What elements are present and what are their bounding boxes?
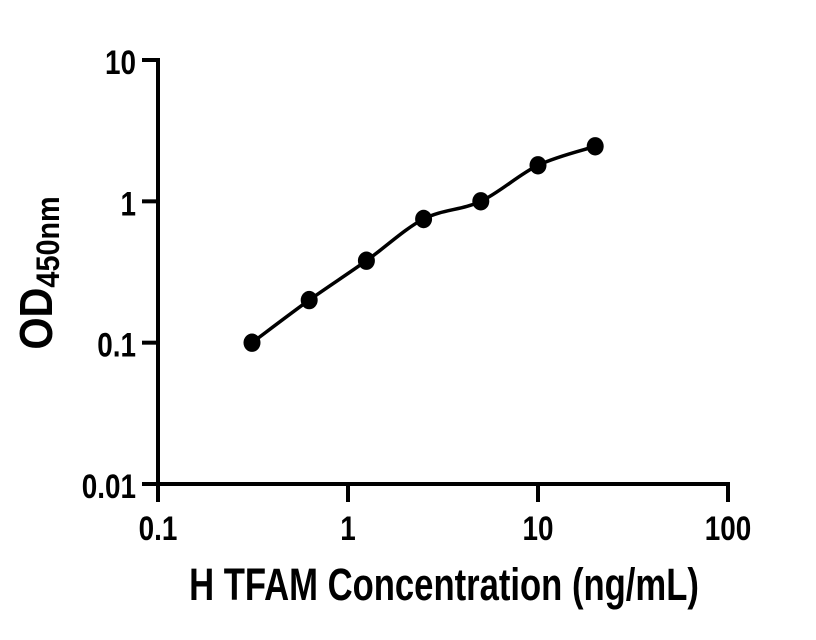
x-tick-label: 100 xyxy=(705,509,752,547)
data-point-marker xyxy=(243,333,261,352)
data-point-marker xyxy=(472,192,490,211)
x-tick-label: 1 xyxy=(340,509,356,547)
y-tick-label: 10 xyxy=(105,43,136,81)
data-point-marker xyxy=(300,290,318,310)
y-axis-title: OD450nm xyxy=(11,196,66,349)
y-tick-label: 1 xyxy=(120,185,136,223)
axes xyxy=(156,58,730,486)
tick-marks xyxy=(142,58,730,502)
data-point-marker xyxy=(415,209,433,229)
fit-curve-line xyxy=(250,144,596,345)
x-tick-label: 10 xyxy=(522,509,553,547)
data-point-marker xyxy=(529,156,547,175)
y-axis-title-subscript: 450nm xyxy=(31,196,67,287)
x-tick-label: 0.1 xyxy=(139,509,178,547)
y-tick-label: 0.01 xyxy=(82,467,136,505)
y-tick-label: 0.1 xyxy=(97,326,136,364)
x-axis-title: H TFAM Concentration (ng/mL) xyxy=(189,560,699,610)
data-point-marker xyxy=(357,251,375,270)
y-axis-title-main: OD xyxy=(11,288,63,350)
data-point-marker xyxy=(586,137,604,156)
data-points xyxy=(243,137,604,352)
